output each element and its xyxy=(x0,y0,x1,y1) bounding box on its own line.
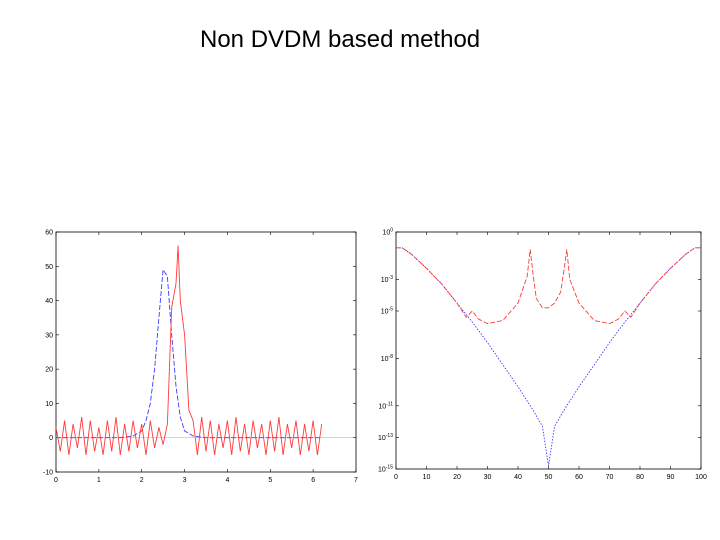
y-tick-label: 10-5 xyxy=(381,307,393,316)
x-tick-label: 7 xyxy=(354,477,358,484)
x-tick-label: 10 xyxy=(423,474,431,481)
y-tick-label: 60 xyxy=(45,230,53,237)
x-tick-label: 40 xyxy=(514,474,522,481)
x-tick-label: 20 xyxy=(453,474,461,481)
x-tick-label: 0 xyxy=(54,477,58,484)
series-line-red xyxy=(55,245,323,455)
x-tick-label: 60 xyxy=(575,474,583,481)
y-tick-label: 10-3 xyxy=(381,275,393,284)
y-tick-label: 10-13 xyxy=(378,433,393,442)
x-tick-label: 70 xyxy=(606,474,614,481)
series-line-red xyxy=(396,247,701,325)
x-tick-label: 6 xyxy=(311,477,315,484)
x-tick-label: 3 xyxy=(183,477,187,484)
x-tick-label: 90 xyxy=(667,474,675,481)
x-tick-label: 30 xyxy=(484,474,492,481)
y-tick-label: 10 xyxy=(45,401,53,408)
left-chart: 0 1 2 3 4 5 6 7 -10 0 10 20 30 40 50 60 xyxy=(28,222,363,487)
y-tick-label: 20 xyxy=(45,367,53,374)
axes-frame xyxy=(55,231,357,473)
y-tick-label: 40 xyxy=(45,298,53,305)
x-tick-label: 50 xyxy=(545,474,553,481)
y-tick-label: 30 xyxy=(45,332,53,339)
x-tick-label: 1 xyxy=(97,477,101,484)
y-tick-label: 0 xyxy=(49,435,53,442)
right-chart-svg: 0 10 20 30 40 50 60 70 80 90 100 100 10-3 10-5 10-8 10-… xyxy=(378,228,707,482)
series-line-blue xyxy=(56,268,322,439)
x-tick-label: 2 xyxy=(140,477,144,484)
y-tick-label: 100 xyxy=(382,228,393,237)
x-tick-label: 100 xyxy=(695,474,707,481)
y-tick-label: 10-15 xyxy=(378,465,393,474)
axes-frame xyxy=(395,231,702,470)
y-tick-label: 50 xyxy=(45,264,53,271)
series-line-blue xyxy=(396,247,701,466)
y-tick-label: 10-8 xyxy=(381,354,393,363)
x-tick-label: 4 xyxy=(225,477,229,484)
y-tick-label: -10 xyxy=(43,470,53,477)
x-tick-label: 5 xyxy=(268,477,272,484)
x-tick-label: 80 xyxy=(636,474,644,481)
slide-title: Non DVDM based method xyxy=(200,26,481,53)
right-chart: 0 10 20 30 40 50 60 70 80 90 100 100 10-3 10-5 10-8 10-… xyxy=(364,222,714,487)
y-tick-label: 10-11 xyxy=(378,401,393,410)
x-tick-label: 0 xyxy=(394,474,398,481)
